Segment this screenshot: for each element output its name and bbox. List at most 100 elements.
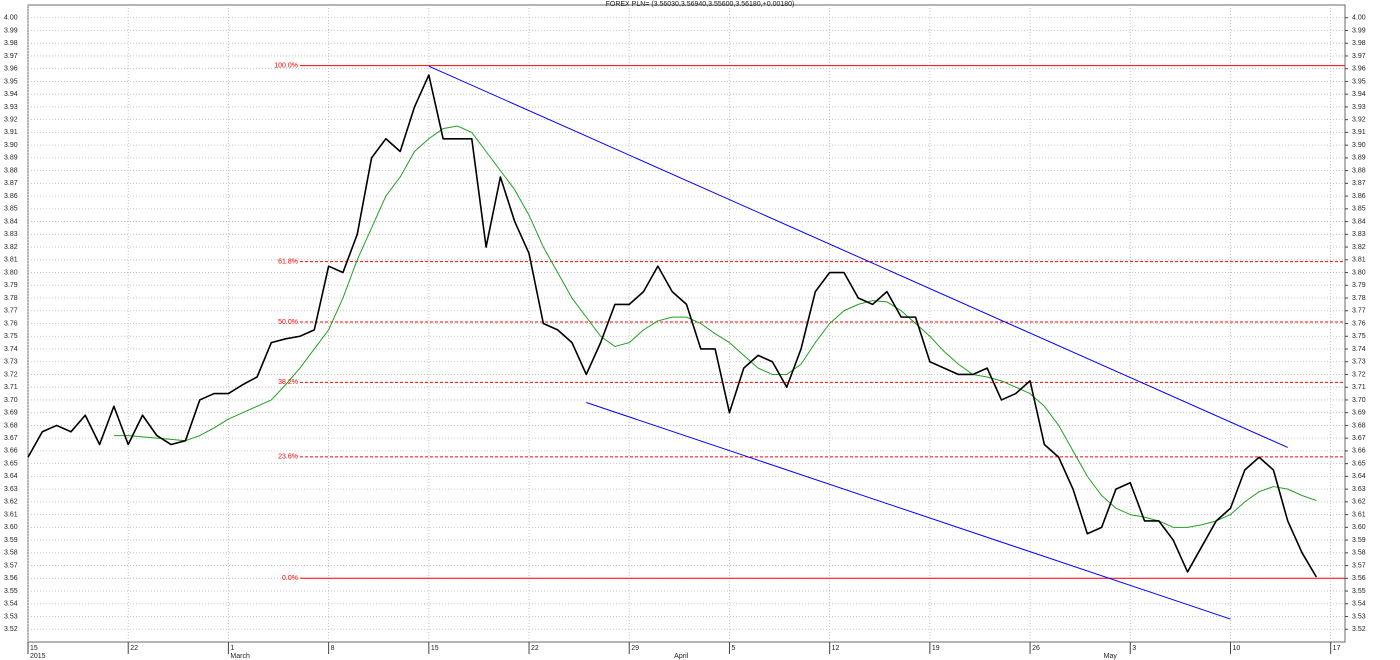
y-tick-label-right: 3.61 xyxy=(1352,511,1366,518)
y-tick-label-right: 3.91 xyxy=(1352,129,1366,136)
y-tick-label-right: 3.86 xyxy=(1352,193,1366,200)
y-tick-label-right: 3.95 xyxy=(1352,78,1366,85)
y-tick-label-right: 3.87 xyxy=(1352,180,1366,187)
y-tick-label-right: 3.88 xyxy=(1352,167,1366,174)
y-tick-label: 3.91 xyxy=(4,129,18,136)
y-tick-label: 3.97 xyxy=(4,53,18,60)
y-tick-label-right: 3.65 xyxy=(1352,460,1366,467)
x-tick-label: 5 xyxy=(731,645,735,652)
y-tick-label-right: 3.83 xyxy=(1352,231,1366,238)
y-tick-label: 3.84 xyxy=(4,218,18,225)
y-tick-label: 3.57 xyxy=(4,562,18,569)
y-tick-label: 3.83 xyxy=(4,231,18,238)
y-tick-label-right: 3.96 xyxy=(1352,66,1366,73)
y-tick-label: 3.63 xyxy=(4,486,18,493)
y-tick-label-right: 4.00 xyxy=(1352,15,1366,22)
y-tick-label-right: 3.82 xyxy=(1352,244,1366,251)
y-tick-label-right: 3.98 xyxy=(1352,40,1366,47)
y-tick-label: 3.87 xyxy=(4,180,18,187)
x-tick-label: 12 xyxy=(832,645,840,652)
y-tick-label-right: 3.99 xyxy=(1352,27,1366,34)
x-tick-label: 22 xyxy=(130,645,138,652)
y-tick-label: 3.52 xyxy=(4,626,18,633)
y-tick-label-right: 3.63 xyxy=(1352,486,1366,493)
x-tick-label: 10 xyxy=(1232,645,1240,652)
x-tick-label: 29 xyxy=(631,645,639,652)
y-tick-label: 3.65 xyxy=(4,460,18,467)
y-tick-label: 3.92 xyxy=(4,117,18,124)
y-tick-label-right: 3.59 xyxy=(1352,537,1366,544)
y-tick-label-right: 3.85 xyxy=(1352,206,1366,213)
x-tick-label: 8 xyxy=(331,645,335,652)
y-tick-label-right: 3.54 xyxy=(1352,601,1366,608)
trend-line xyxy=(428,65,1288,448)
month-label: March xyxy=(230,653,250,660)
chart-title: FOREX PLN= (3.56030,3.56940,3.55600,3.56… xyxy=(606,1,795,8)
y-tick-label: 3.81 xyxy=(4,257,18,264)
x-tick-label: 17 xyxy=(1333,645,1341,652)
y-tick-label-right: 3.89 xyxy=(1352,155,1366,162)
fib-label: 50.0% xyxy=(278,319,298,326)
y-tick-label: 3.72 xyxy=(4,371,18,378)
y-tick-label: 3.88 xyxy=(4,167,18,174)
fib-label: 23.6% xyxy=(278,454,298,461)
y-tick-label: 3.90 xyxy=(4,142,18,149)
x-tick-label: 26 xyxy=(1032,645,1040,652)
y-tick-label-right: 3.74 xyxy=(1352,346,1366,353)
fib-label: 38.2% xyxy=(278,379,298,386)
y-tick-label: 3.73 xyxy=(4,359,18,366)
y-tick-label-right: 3.69 xyxy=(1352,410,1366,417)
y-tick-label-right: 3.90 xyxy=(1352,142,1366,149)
y-tick-label-right: 3.57 xyxy=(1352,562,1366,569)
trend-line xyxy=(586,402,1231,620)
y-tick-label: 3.61 xyxy=(4,511,18,518)
y-tick-label-right: 3.55 xyxy=(1352,588,1366,595)
y-tick-label-right: 3.93 xyxy=(1352,104,1366,111)
y-tick-label: 3.62 xyxy=(4,499,18,506)
y-tick-label: 3.80 xyxy=(4,269,18,276)
y-tick-label-right: 3.71 xyxy=(1352,384,1366,391)
y-tick-label: 3.78 xyxy=(4,295,18,302)
y-tick-label: 3.71 xyxy=(4,384,18,391)
month-label: April xyxy=(674,653,688,660)
y-tick-label-right: 3.66 xyxy=(1352,448,1366,455)
y-tick-label: 3.64 xyxy=(4,473,18,480)
y-tick-label: 3.56 xyxy=(4,575,18,582)
y-tick-label-right: 3.78 xyxy=(1352,295,1366,302)
y-tick-label: 3.58 xyxy=(4,550,18,557)
y-tick-label: 3.79 xyxy=(4,282,18,289)
y-tick-label: 3.60 xyxy=(4,524,18,531)
y-tick-label: 3.89 xyxy=(4,155,18,162)
fib-label: 0.0% xyxy=(282,575,298,582)
y-tick-label-right: 3.60 xyxy=(1352,524,1366,531)
y-tick-label-right: 3.84 xyxy=(1352,218,1366,225)
y-tick-label-right: 3.81 xyxy=(1352,257,1366,264)
y-tick-label-right: 3.56 xyxy=(1352,575,1366,582)
x-tick-label: 3 xyxy=(1132,645,1136,652)
y-tick-label: 3.75 xyxy=(4,333,18,340)
y-tick-label: 3.76 xyxy=(4,320,18,327)
y-tick-label: 3.93 xyxy=(4,104,18,111)
y-tick-label-right: 3.76 xyxy=(1352,320,1366,327)
y-tick-label-right: 3.62 xyxy=(1352,499,1366,506)
y-tick-label-right: 3.94 xyxy=(1352,91,1366,98)
y-tick-label-right: 3.73 xyxy=(1352,359,1366,366)
y-tick-label: 3.85 xyxy=(4,206,18,213)
y-tick-label: 3.77 xyxy=(4,308,18,315)
y-tick-label: 3.55 xyxy=(4,588,18,595)
y-tick-label-right: 3.80 xyxy=(1352,269,1366,276)
x-tick-label: 15 xyxy=(30,645,38,652)
moving-average xyxy=(113,125,1317,528)
x-tick-label: 1 xyxy=(230,645,234,652)
y-tick-label: 3.82 xyxy=(4,244,18,251)
y-tick-label: 3.67 xyxy=(4,435,18,442)
x-tick-label: 19 xyxy=(932,645,940,652)
y-tick-label: 3.53 xyxy=(4,613,18,620)
y-tick-label: 3.54 xyxy=(4,601,18,608)
y-tick-label: 3.70 xyxy=(4,397,18,404)
price-line xyxy=(27,74,1318,578)
y-tick-label-right: 3.58 xyxy=(1352,550,1366,557)
y-tick-label-right: 3.70 xyxy=(1352,397,1366,404)
